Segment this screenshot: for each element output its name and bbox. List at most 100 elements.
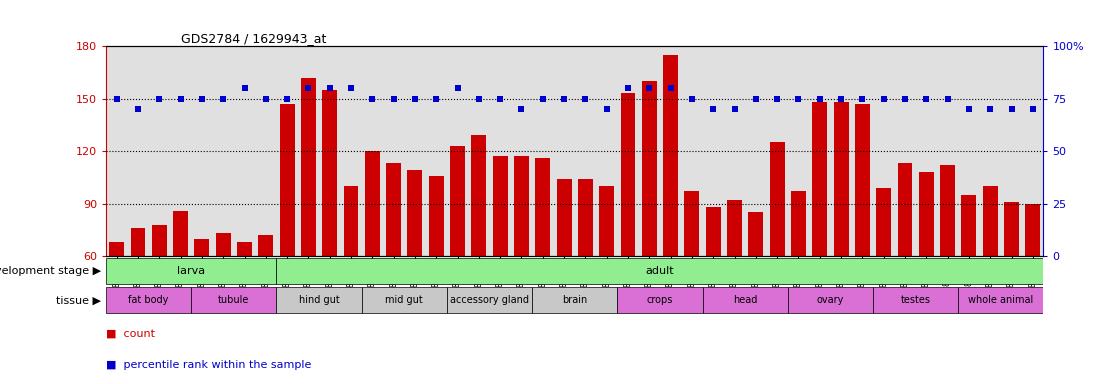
Text: fat body: fat body [128,295,169,305]
Bar [578,179,593,256]
Point [235,85,253,91]
Bar [493,156,508,256]
Point [555,96,573,102]
Bar [1026,204,1040,256]
Text: accessory gland: accessory gland [450,295,529,305]
Point [108,96,126,102]
Point [960,106,978,112]
Text: development stage ▶: development stage ▶ [0,266,102,276]
Bar [277,287,362,313]
Point [896,96,914,102]
Bar [918,172,934,256]
Bar [344,186,358,256]
Bar [386,163,401,256]
Point [747,96,764,102]
Bar [1004,202,1019,256]
Bar [446,287,532,313]
Bar [109,242,124,256]
Bar [834,102,848,256]
Bar [536,158,550,256]
Text: ■  count: ■ count [106,329,155,339]
Bar [215,233,231,256]
Point [981,106,999,112]
Bar [106,287,191,313]
Bar [450,146,465,256]
Bar [812,102,827,256]
Point [151,96,169,102]
Point [364,96,382,102]
Point [619,85,637,91]
Bar [365,151,379,256]
Point [577,96,595,102]
Point [427,96,445,102]
Bar [407,170,423,256]
Bar [532,287,617,313]
Point [598,106,616,112]
Text: head: head [733,295,758,305]
Bar [791,191,806,256]
Point [299,85,317,91]
Bar [770,142,785,256]
Bar [173,210,187,256]
Bar [280,104,295,256]
Text: brain: brain [562,295,587,305]
Point [1023,106,1041,112]
Bar [277,258,1043,284]
Point [193,96,211,102]
Text: tubule: tubule [218,295,250,305]
Bar [194,238,210,256]
Bar [131,228,145,256]
Text: testes: testes [901,295,931,305]
Bar [323,90,337,256]
Text: ovary: ovary [817,295,844,305]
Bar [599,186,614,256]
Bar [684,191,700,256]
Point [725,106,743,112]
Point [1002,106,1020,112]
Point [129,106,147,112]
Point [214,96,232,102]
Bar [876,188,892,256]
Point [512,106,530,112]
Text: adult: adult [646,266,674,276]
Bar [749,212,763,256]
Point [789,96,807,102]
Bar [620,93,635,256]
Bar [873,287,959,313]
Text: mid gut: mid gut [385,295,423,305]
Point [491,96,509,102]
Point [875,96,893,102]
Point [768,96,786,102]
Bar [703,287,788,313]
Point [172,96,190,102]
Bar [617,287,703,313]
Point [641,85,658,91]
Bar [897,163,913,256]
Bar [642,81,656,256]
Bar [983,186,998,256]
Bar [106,258,277,284]
Text: crops: crops [647,295,673,305]
Point [449,85,466,91]
Point [683,96,701,102]
Point [343,85,360,91]
Bar [705,207,721,256]
Point [533,96,551,102]
Bar [663,55,679,256]
Point [811,96,829,102]
Bar [788,287,873,313]
Bar [962,195,976,256]
Bar [301,78,316,256]
Bar [152,225,166,256]
Bar [940,165,955,256]
Bar [959,287,1043,313]
Point [470,96,488,102]
Text: hind gut: hind gut [299,295,339,305]
Point [406,96,424,102]
Bar [557,179,571,256]
Bar [362,287,446,313]
Bar [259,235,273,256]
Bar [514,156,529,256]
Bar [855,104,869,256]
Point [385,96,403,102]
